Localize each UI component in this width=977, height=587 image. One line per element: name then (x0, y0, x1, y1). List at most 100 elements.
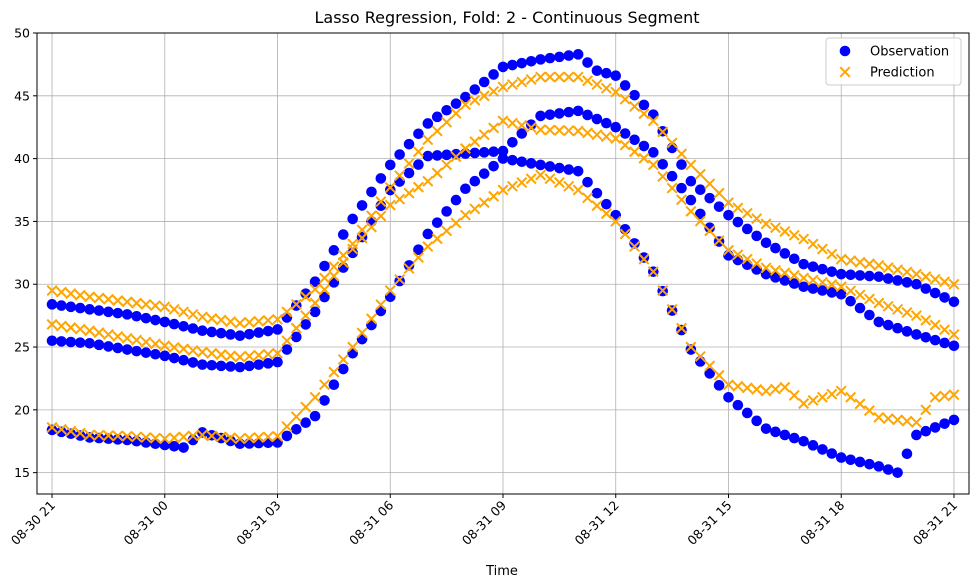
observation-point (788, 253, 800, 265)
prediction-point (422, 134, 434, 146)
legend-prediction-marker (839, 66, 851, 78)
prediction-point (816, 391, 828, 403)
observation-point (422, 228, 434, 240)
observation-point (929, 334, 941, 346)
prediction-point (901, 415, 913, 427)
prediction-point (553, 71, 565, 83)
prediction-point (835, 253, 847, 265)
prediction-point (459, 99, 471, 111)
prediction-point (563, 71, 575, 83)
prediction-point (337, 257, 349, 269)
y-tick-label: 40 (14, 151, 30, 166)
x-tick-label: 08-31 15 (684, 498, 734, 548)
observation-point (770, 242, 781, 254)
prediction-point (798, 272, 810, 284)
prediction-point (318, 272, 330, 284)
observation-point (84, 337, 95, 349)
prediction-point (741, 207, 753, 219)
observation-point (882, 464, 894, 475)
prediction-point (328, 366, 340, 378)
prediction-point (788, 389, 800, 401)
prediction-point (290, 322, 302, 334)
observation-point (168, 318, 180, 330)
observation-point (770, 272, 781, 283)
observation-point (234, 361, 246, 373)
prediction-point (159, 301, 171, 313)
prediction-point (751, 257, 763, 270)
observation-point (563, 106, 575, 118)
observation-point (732, 254, 744, 266)
prediction-point (84, 325, 96, 337)
observation-point (366, 186, 377, 198)
observation-point (488, 146, 499, 158)
prediction-point (253, 315, 265, 327)
y-tick-label: 30 (14, 277, 30, 292)
observation-point (431, 111, 443, 123)
prediction-point (46, 318, 58, 330)
prediction-point (450, 217, 462, 229)
observation-point (892, 275, 903, 286)
observation-point (723, 209, 734, 221)
prediction-point (910, 416, 922, 428)
prediction-point (760, 218, 772, 230)
observation-point (948, 296, 960, 308)
observation-point (619, 80, 631, 91)
prediction-point (629, 146, 641, 158)
prediction-point (741, 253, 753, 265)
prediction-point (939, 324, 951, 336)
prediction-point (318, 284, 330, 296)
observation-point (140, 347, 152, 358)
observation-point (300, 288, 312, 299)
observation-point (112, 342, 124, 354)
observation-point (920, 283, 932, 294)
prediction-point (497, 184, 509, 196)
observation-point (817, 444, 828, 455)
observation-point (103, 433, 114, 445)
prediction-point (873, 297, 885, 309)
prediction-point (253, 349, 265, 361)
observation-point (798, 258, 809, 270)
observation-point (469, 175, 481, 187)
observation-point (394, 176, 405, 187)
prediction-point (516, 176, 528, 188)
prediction-point (901, 266, 913, 278)
prediction-point (929, 319, 941, 331)
observation-point (685, 175, 697, 187)
prediction-point (131, 297, 143, 309)
prediction-point (769, 264, 781, 276)
prediction-point (140, 298, 152, 310)
observation-point (901, 448, 913, 460)
observation-point (591, 113, 603, 125)
observation-point (347, 213, 358, 225)
prediction-point (272, 430, 284, 442)
prediction-point (178, 343, 190, 355)
prediction-point (516, 76, 528, 88)
chart-title: Lasso Regression, Fold: 2 - Continuous S… (314, 8, 699, 27)
prediction-point (403, 263, 415, 275)
observation-point (638, 99, 650, 111)
observation-point (215, 360, 227, 372)
prediction-point (74, 323, 86, 335)
observation-point (807, 261, 819, 272)
observation-point (911, 278, 922, 290)
observation-point (864, 458, 875, 470)
prediction-point (788, 229, 800, 241)
observation-point (929, 422, 941, 433)
prediction-point (168, 341, 180, 353)
observation-point (74, 302, 86, 314)
prediction-point (619, 139, 631, 151)
observation-point (535, 159, 546, 171)
observation-point (845, 295, 856, 307)
x-axis-label: Time (485, 564, 518, 579)
prediction-point (685, 159, 697, 171)
observation-point (413, 128, 424, 140)
prediction-point (685, 341, 697, 353)
prediction-point (412, 146, 424, 158)
observation-point (535, 54, 546, 65)
prediction-point (882, 262, 894, 274)
prediction-point (854, 256, 866, 268)
x-tick-label: 08-31 09 (459, 497, 509, 547)
observation-point (676, 159, 687, 170)
prediction-point (638, 152, 650, 164)
prediction-point (384, 284, 396, 297)
